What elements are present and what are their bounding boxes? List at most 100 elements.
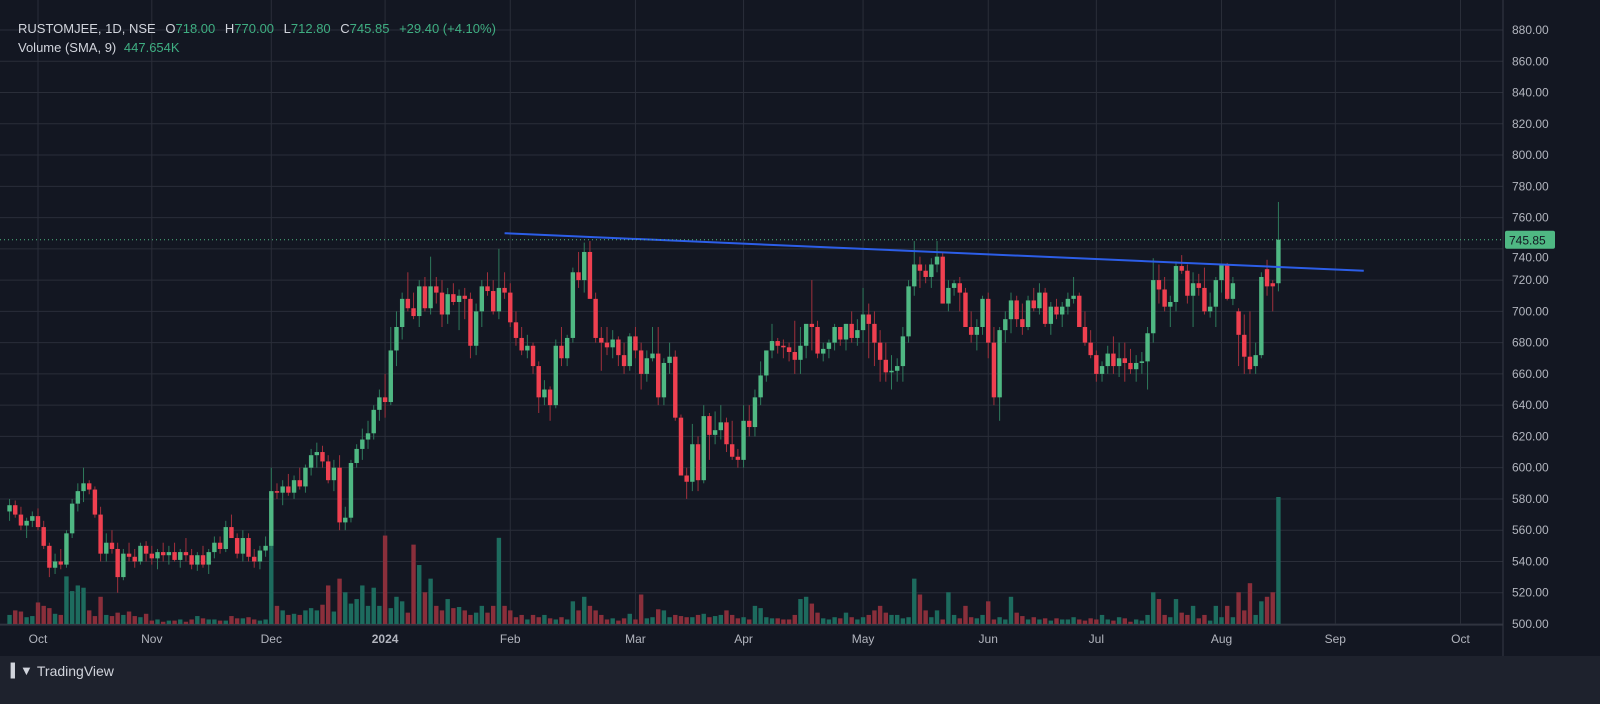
symbol-label[interactable]: RUSTOMJEE, 1D, NSE (18, 21, 156, 36)
candle (1225, 262, 1230, 301)
candle (1060, 301, 1065, 327)
candle-body (599, 337, 604, 343)
candle-body (940, 256, 945, 304)
volume-bar (860, 617, 866, 624)
volume-bar (951, 614, 957, 624)
candle (360, 428, 365, 460)
volume-bar (269, 533, 274, 624)
candle (997, 327, 1002, 421)
candle (519, 327, 524, 356)
candle (126, 542, 132, 562)
candle-body (986, 298, 991, 343)
candle-body (468, 298, 473, 346)
volume-bar (741, 617, 746, 624)
time-tick-label: Nov (141, 632, 162, 646)
candle (7, 498, 12, 521)
time-tick-label: May (852, 632, 875, 646)
candle-body (69, 503, 75, 534)
low-label: L (283, 21, 291, 36)
candle-body (809, 323, 815, 327)
candle-body (417, 286, 422, 317)
candle-body (434, 286, 439, 293)
candle-body (189, 555, 194, 565)
candle-body (109, 542, 115, 549)
candle-body (701, 416, 706, 481)
volume-bar (729, 614, 735, 624)
candle-body (1116, 358, 1122, 367)
brand-name: TradingView (36, 663, 114, 679)
volume-bar (747, 619, 752, 624)
candle-body (234, 538, 240, 554)
volume-bar (1020, 616, 1025, 624)
volume-bar (997, 617, 1002, 624)
volume-bar (1099, 614, 1105, 624)
candle-body (320, 452, 325, 462)
candlestick-chart[interactable]: 500.00 520.00 540.00 560.00 580.00 600.00 620.… (0, 0, 1600, 656)
volume-bar (1008, 596, 1014, 624)
candle (212, 536, 217, 559)
time-tick-label: Apr (734, 632, 753, 646)
volume-bar (115, 612, 120, 624)
volume-bar (491, 605, 496, 624)
candle-body (115, 548, 120, 578)
volume-bar (411, 544, 416, 624)
candle-body (957, 283, 962, 293)
candle (269, 467, 274, 549)
volume-bar (917, 594, 923, 624)
close-value: 745.85 (349, 21, 390, 36)
candle (587, 241, 593, 299)
candle-body (1071, 295, 1076, 299)
candle-body (917, 264, 923, 271)
candle-body (1207, 306, 1213, 312)
volume-bar (764, 617, 769, 624)
volume-label[interactable]: Volume (SMA, 9) (18, 40, 117, 55)
candle (855, 319, 860, 346)
candle (1202, 267, 1207, 315)
volume-bar (1128, 621, 1133, 624)
candle (980, 295, 985, 335)
candle-body (1190, 283, 1196, 296)
volume-bar (149, 620, 154, 624)
candle-body (1037, 292, 1042, 309)
volume-bar (371, 587, 376, 624)
volume-bar (160, 621, 166, 624)
volume-bar (405, 612, 411, 624)
volume-bar (81, 587, 86, 624)
candle (178, 548, 183, 568)
volume-bar (451, 608, 456, 624)
volume-bar (525, 619, 530, 624)
candle-body (24, 520, 29, 526)
candle (809, 280, 815, 351)
candle (593, 292, 598, 343)
tradingview-brand[interactable]: ▍▼ TradingView (11, 663, 114, 679)
volume-bar (217, 620, 223, 624)
candle-body (382, 397, 388, 403)
candle (1145, 327, 1150, 390)
volume-bar (866, 614, 871, 624)
time-tick-label: 2024 (372, 632, 399, 646)
candle (365, 420, 371, 449)
candle-body (212, 542, 217, 553)
volume-bar (439, 610, 445, 624)
candle (917, 256, 923, 288)
high-value: 770.00 (234, 21, 275, 36)
volume-bar (980, 614, 985, 624)
candle-body (252, 556, 257, 562)
candle (661, 358, 667, 406)
volume-bar (894, 614, 900, 624)
candle (388, 327, 393, 406)
candle-body (41, 527, 46, 546)
candle (115, 542, 120, 593)
candle-body (291, 480, 297, 493)
candle-body (1145, 333, 1150, 362)
volume-bar (1111, 620, 1116, 624)
candle-body (496, 287, 502, 312)
candle-body (758, 375, 763, 398)
candle (986, 292, 991, 359)
candle (1264, 259, 1270, 296)
price-tick-label: 600.00 (1512, 461, 1549, 475)
chart-area[interactable]: 500.00 520.00 540.00 560.00 580.00 600.00 620.… (0, 0, 1600, 656)
candle-body (121, 553, 126, 578)
volume-bar (604, 619, 610, 624)
candle-body (752, 397, 758, 428)
